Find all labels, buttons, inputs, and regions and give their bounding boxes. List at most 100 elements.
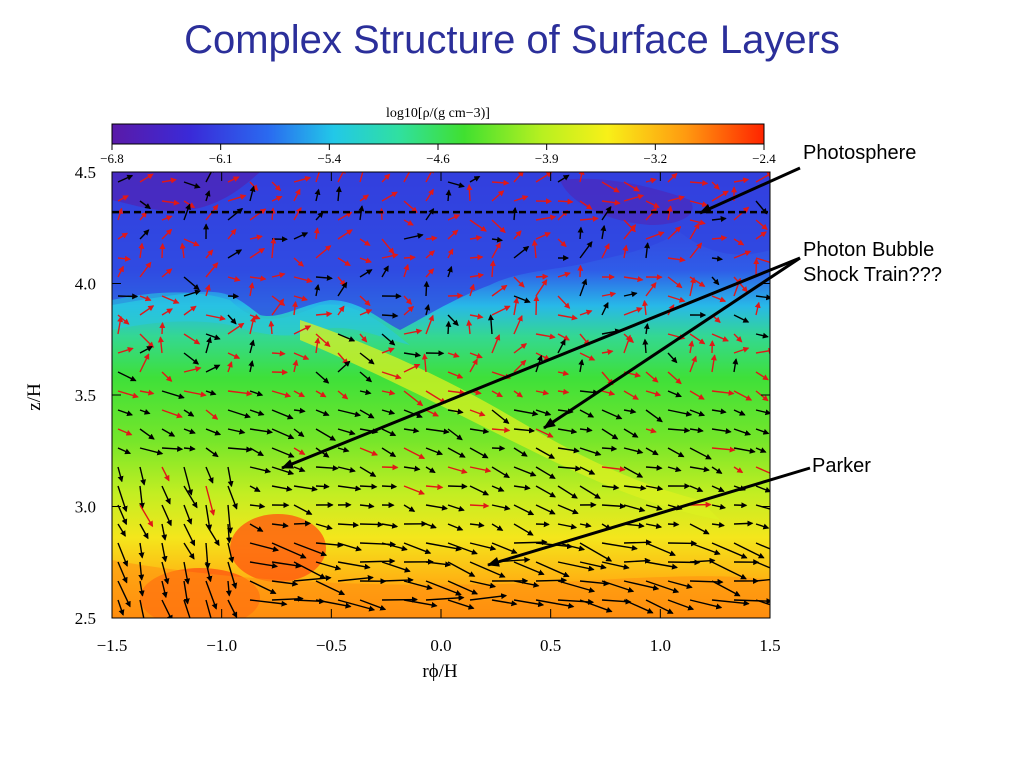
velocity-vector bbox=[271, 350, 286, 357]
photosphere-arrow bbox=[699, 166, 801, 215]
velocity-vector bbox=[513, 484, 531, 491]
velocity-vector bbox=[645, 282, 657, 297]
velocity-vector bbox=[403, 485, 425, 495]
velocity-vector bbox=[557, 198, 574, 205]
parker-arrow bbox=[487, 466, 811, 567]
velocity-vector bbox=[205, 262, 219, 278]
velocity-vector bbox=[535, 561, 570, 578]
velocity-vector bbox=[689, 599, 723, 610]
velocity-vector bbox=[227, 228, 237, 240]
velocity-vector bbox=[183, 305, 197, 316]
velocity-vector bbox=[381, 561, 411, 573]
velocity-vector bbox=[469, 219, 487, 232]
velocity-vector bbox=[249, 503, 266, 510]
velocity-vector bbox=[403, 351, 422, 358]
velocity-vector bbox=[227, 176, 240, 183]
velocity-vector bbox=[403, 200, 418, 213]
velocity-vector bbox=[447, 214, 461, 221]
velocity-vector bbox=[161, 390, 185, 400]
velocity-vector bbox=[469, 235, 483, 241]
velocity-vector bbox=[315, 311, 333, 318]
velocity-vector bbox=[271, 542, 307, 559]
velocity-vector bbox=[689, 427, 704, 434]
velocity-vector bbox=[711, 235, 728, 242]
velocity-vector bbox=[117, 580, 131, 608]
velocity-vector bbox=[491, 504, 511, 511]
velocity-vector bbox=[271, 181, 282, 192]
velocity-vector bbox=[557, 339, 566, 354]
velocity-vector bbox=[403, 580, 433, 591]
velocity-vector bbox=[601, 291, 617, 298]
x-tick-label: −1.5 bbox=[97, 636, 128, 655]
velocity-vector bbox=[645, 561, 678, 570]
velocity-vector bbox=[271, 298, 285, 316]
velocity-vector bbox=[315, 580, 346, 596]
velocity-vector bbox=[139, 261, 152, 278]
velocity-vector bbox=[271, 195, 283, 202]
velocity-vector bbox=[469, 502, 490, 509]
velocity-vector bbox=[689, 219, 706, 226]
velocity-vector bbox=[161, 409, 183, 419]
velocity-vector bbox=[645, 447, 659, 456]
velocity-vector bbox=[667, 521, 680, 528]
velocity-vector bbox=[645, 200, 660, 208]
velocity-vector bbox=[314, 284, 321, 297]
velocity-vector bbox=[271, 580, 299, 587]
velocity-vector bbox=[161, 542, 168, 563]
velocity-vector bbox=[711, 408, 727, 415]
velocity-vector bbox=[469, 313, 484, 320]
velocity-vector bbox=[139, 408, 151, 415]
velocity-vector bbox=[315, 465, 339, 472]
velocity-vector bbox=[447, 428, 463, 441]
velocity-vector bbox=[535, 172, 553, 183]
velocity-vector bbox=[205, 523, 220, 547]
velocity-vector bbox=[249, 275, 267, 282]
velocity-vector bbox=[733, 466, 744, 474]
velocity-vector bbox=[711, 333, 729, 342]
velocity-vector bbox=[557, 333, 570, 341]
velocity-vector bbox=[469, 593, 508, 601]
velocity-vector bbox=[359, 172, 364, 183]
velocity-vector bbox=[469, 580, 497, 589]
velocity-vector bbox=[161, 523, 168, 541]
velocity-vector bbox=[623, 390, 639, 400]
velocity-vector bbox=[227, 249, 243, 259]
colorbar-tick-label: −4.6 bbox=[426, 151, 450, 166]
velocity-vector bbox=[425, 447, 444, 456]
velocity-vector bbox=[447, 523, 464, 531]
velocity-vector bbox=[711, 521, 725, 528]
velocity-vector bbox=[513, 359, 527, 373]
velocity-vector bbox=[117, 265, 124, 278]
velocity-vector bbox=[733, 250, 752, 259]
velocity-vector bbox=[489, 260, 496, 278]
velocity-vector bbox=[425, 580, 462, 596]
velocity-vector bbox=[161, 561, 170, 585]
velocity-vector bbox=[314, 188, 321, 202]
velocity-vector bbox=[315, 599, 352, 609]
photon-bubble-arrow-1 bbox=[281, 256, 801, 470]
velocity-vector bbox=[183, 504, 193, 525]
velocity-vector bbox=[225, 580, 232, 597]
velocity-vector bbox=[139, 447, 164, 456]
velocity-vector bbox=[710, 354, 717, 373]
velocity-vector bbox=[733, 447, 756, 454]
violet-patch bbox=[112, 172, 260, 211]
velocity-vector bbox=[623, 599, 654, 614]
velocity-vector bbox=[204, 284, 211, 297]
velocity-vector bbox=[557, 271, 571, 278]
yellow-shock-band bbox=[300, 320, 720, 520]
velocity-vector bbox=[381, 333, 396, 346]
velocity-vector bbox=[359, 447, 379, 456]
velocity-vector bbox=[403, 390, 424, 407]
velocity-vector bbox=[667, 256, 686, 263]
velocity-vector bbox=[689, 242, 703, 259]
velocity-vector bbox=[711, 561, 747, 580]
velocity-vector bbox=[513, 504, 535, 516]
velocity-vector bbox=[227, 485, 238, 510]
velocity-vector bbox=[557, 561, 595, 572]
velocity-vector bbox=[183, 542, 195, 560]
velocity-vector bbox=[733, 333, 743, 343]
velocity-vector bbox=[623, 466, 644, 478]
velocity-vector bbox=[205, 599, 212, 618]
